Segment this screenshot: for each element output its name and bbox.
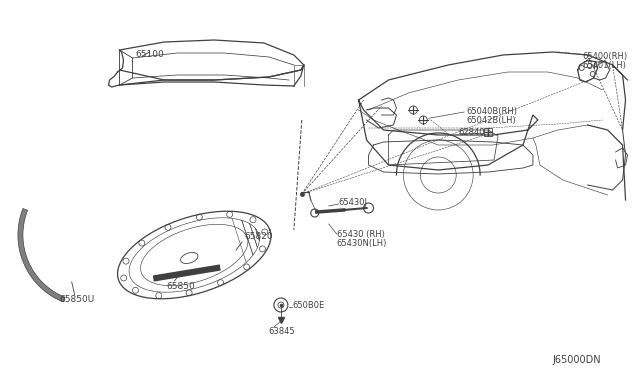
Text: 63845: 63845 bbox=[268, 327, 294, 336]
Bar bbox=[484, 128, 492, 136]
Text: J65000DN: J65000DN bbox=[553, 355, 602, 365]
Text: 62840: 62840 bbox=[458, 128, 484, 137]
Text: 65042B(LH): 65042B(LH) bbox=[466, 116, 516, 125]
Text: 65430N(LH): 65430N(LH) bbox=[337, 239, 387, 248]
Text: 65040B(RH): 65040B(RH) bbox=[466, 107, 517, 116]
Text: 65430 (RH): 65430 (RH) bbox=[337, 230, 385, 239]
Text: 65400(RH): 65400(RH) bbox=[582, 52, 628, 61]
Text: 65100: 65100 bbox=[136, 50, 164, 59]
Text: 65401(LH): 65401(LH) bbox=[582, 61, 627, 70]
Text: 650B0E: 650B0E bbox=[293, 301, 325, 310]
Text: 65820: 65820 bbox=[244, 232, 273, 241]
Text: 65850U: 65850U bbox=[60, 295, 95, 304]
Text: 65850: 65850 bbox=[166, 282, 195, 291]
Text: 65430J: 65430J bbox=[339, 198, 367, 207]
Polygon shape bbox=[18, 208, 65, 302]
